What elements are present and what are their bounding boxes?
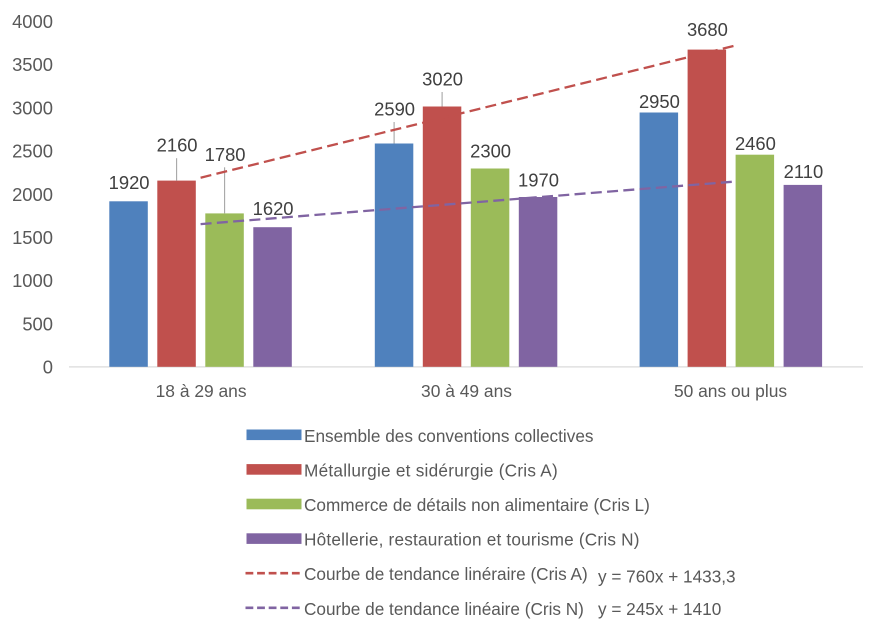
svg-text:2110: 2110	[784, 161, 824, 182]
svg-text:1000: 1000	[12, 270, 53, 291]
svg-text:2160: 2160	[157, 135, 198, 156]
svg-text:2460: 2460	[735, 133, 776, 154]
svg-text:2590: 2590	[374, 99, 415, 120]
svg-text:2950: 2950	[639, 91, 680, 112]
svg-text:3680: 3680	[687, 19, 728, 40]
svg-text:y = 245x + 1410: y = 245x + 1410	[598, 599, 721, 619]
svg-text:2000: 2000	[12, 184, 53, 205]
svg-text:30 à 49 ans: 30 à 49 ans	[421, 381, 512, 401]
svg-text:Courbe de tendance linéraire (: Courbe de tendance linéraire (Cris A)	[304, 564, 588, 584]
svg-text:4000: 4000	[12, 11, 53, 32]
svg-text:2300: 2300	[470, 141, 511, 162]
svg-text:50 ans ou plus: 50 ans ou plus	[674, 381, 787, 401]
svg-text:2500: 2500	[12, 141, 53, 162]
svg-text:1620: 1620	[253, 198, 294, 219]
svg-text:1970: 1970	[518, 170, 559, 191]
svg-text:3500: 3500	[12, 54, 53, 75]
svg-text:Métallurgie et sidérurgie (Cri: Métallurgie et sidérurgie (Cris A)	[304, 460, 558, 480]
svg-text:1920: 1920	[109, 172, 150, 193]
svg-text:Ensemble des conventions colle: Ensemble des conventions collectives	[304, 426, 593, 446]
svg-text:1780: 1780	[205, 144, 246, 165]
svg-text:500: 500	[22, 313, 53, 334]
svg-text:3000: 3000	[12, 97, 53, 118]
svg-text:3020: 3020	[422, 69, 463, 90]
svg-text:Hôtellerie, restauration et to: Hôtellerie, restauration et tourisme (Cr…	[304, 530, 640, 550]
svg-text:18 à 29 ans: 18 à 29 ans	[156, 381, 247, 401]
svg-text:Commerce de détails non alimen: Commerce de détails non alimentaire (Cri…	[304, 495, 650, 515]
svg-text:1500: 1500	[12, 227, 53, 248]
svg-text:0: 0	[43, 357, 53, 378]
svg-text:Courbe de tendance linéaire (C: Courbe de tendance linéaire (Cris N)	[304, 599, 584, 619]
svg-text:y = 760x + 1433,3: y = 760x + 1433,3	[598, 567, 736, 587]
